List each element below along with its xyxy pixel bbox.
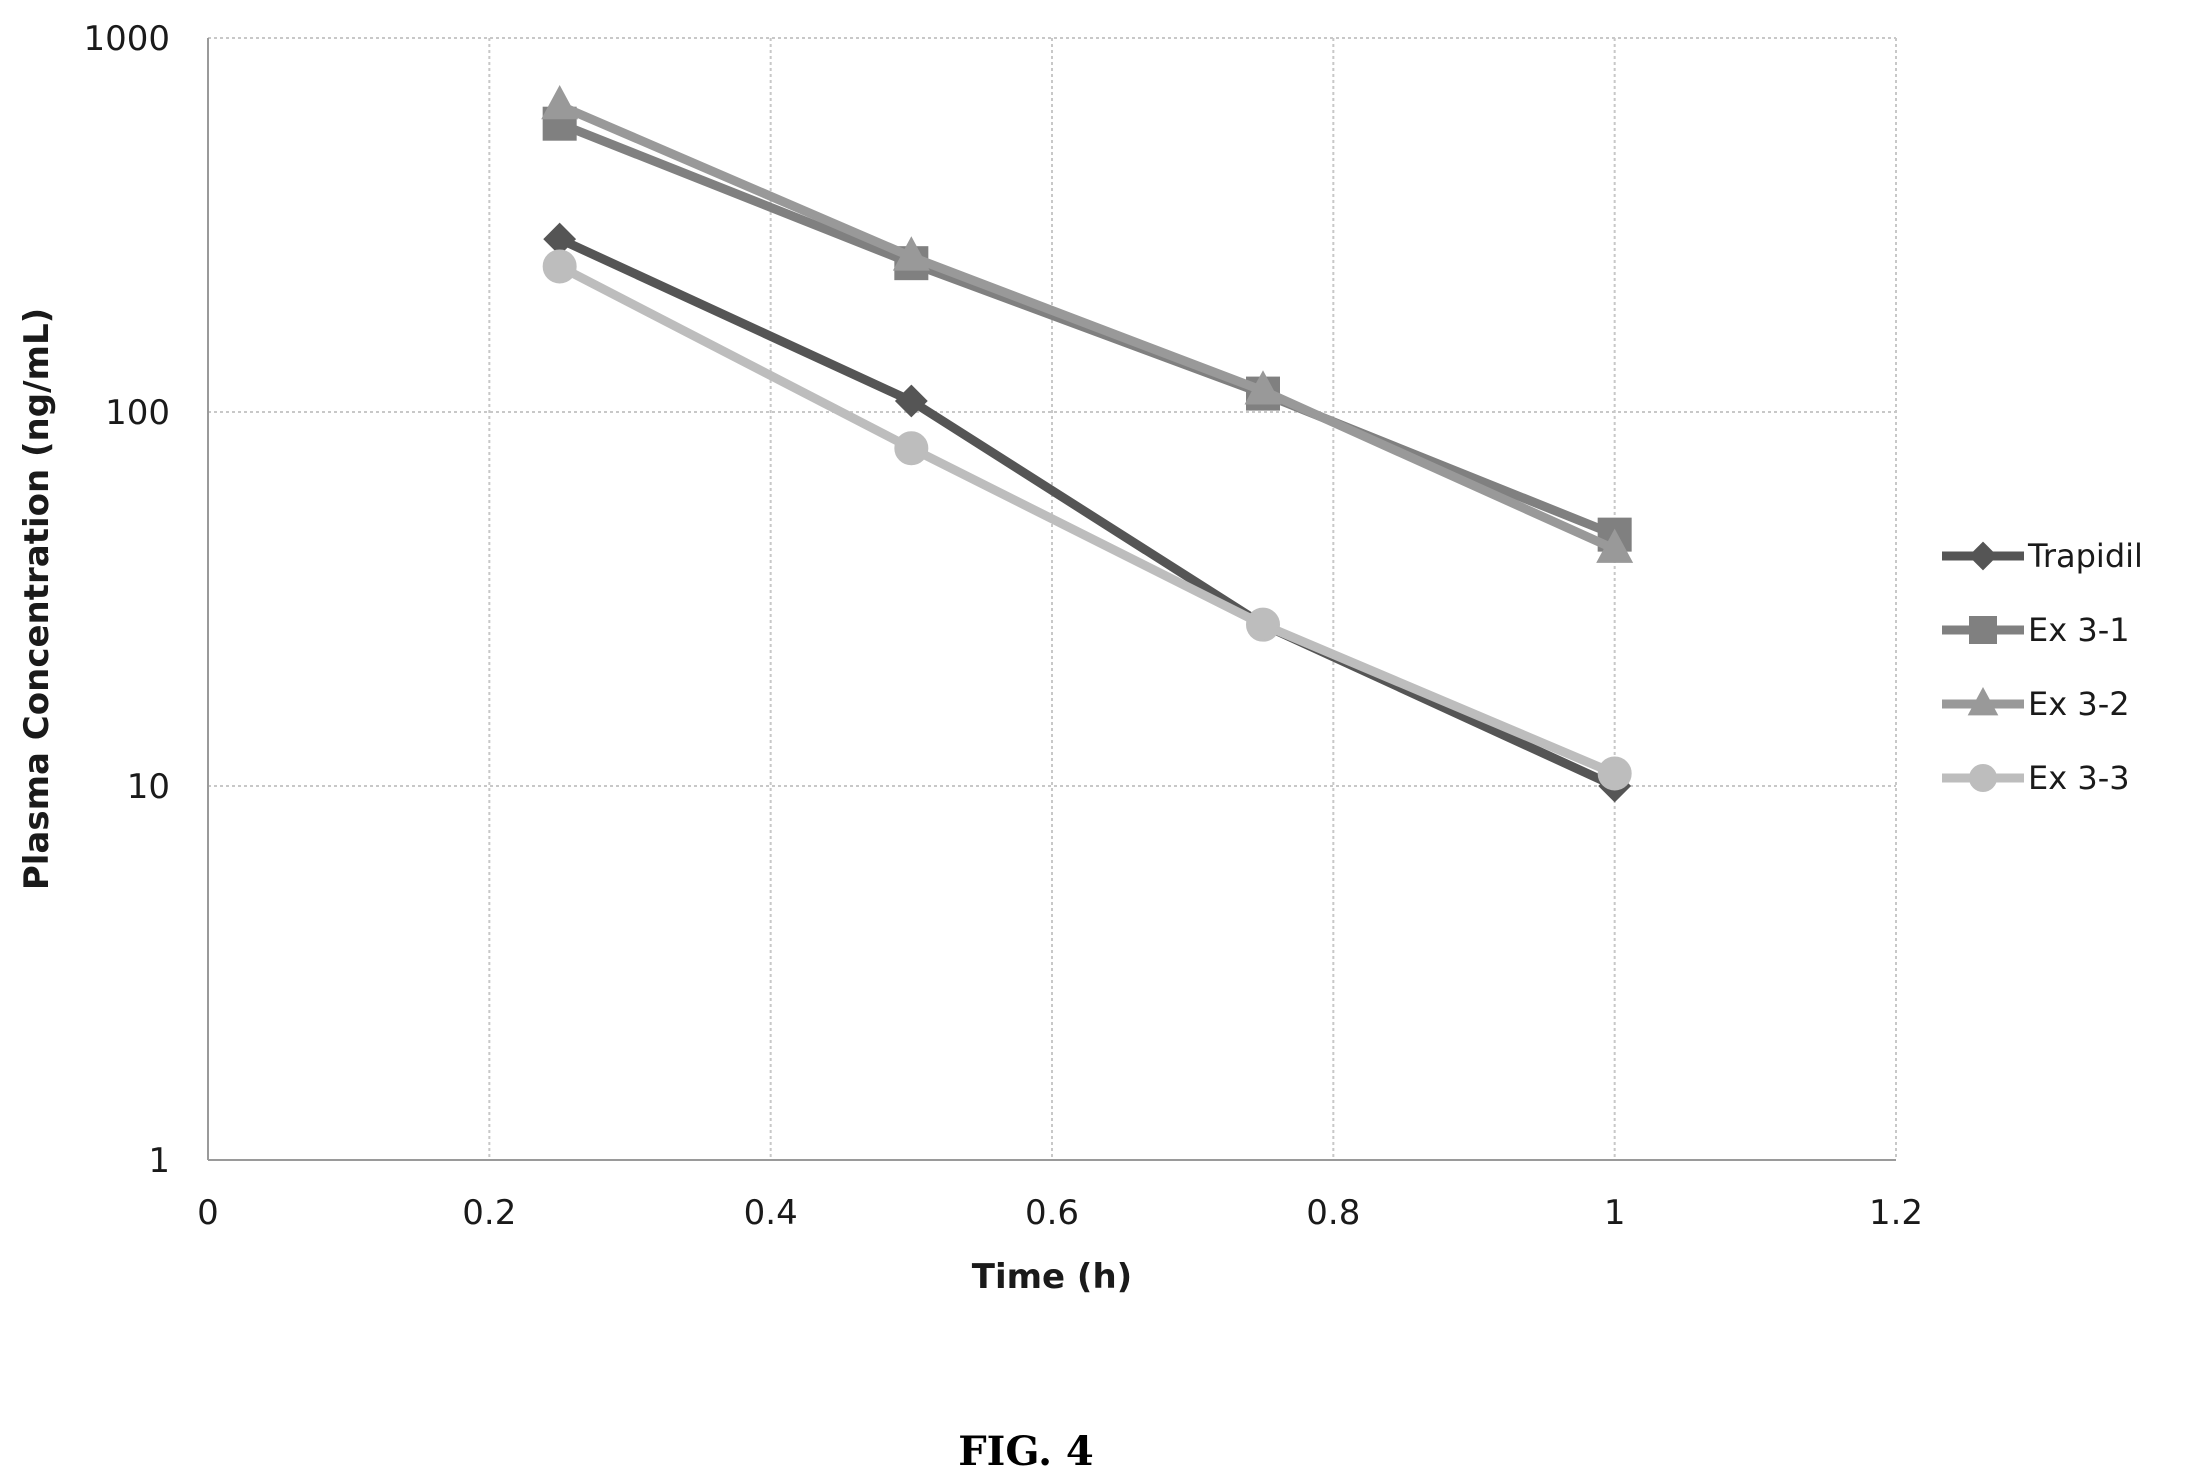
legend-label: Ex 3-1 xyxy=(2028,611,2130,649)
x-tick-label: 0.2 xyxy=(462,1193,516,1233)
x-tick-label: 0.8 xyxy=(1306,1193,1360,1233)
y-tick-label: 10 xyxy=(127,767,170,807)
y-tick-label: 100 xyxy=(105,393,170,433)
data-point-ex-3-3 xyxy=(542,249,577,284)
y-axis-title: Plasma Concentration (ng/mL) xyxy=(17,308,57,890)
data-point-ex-3-3 xyxy=(894,431,929,466)
legend: Trapidil Ex 3-1 Ex 3-2 Ex 3-3 xyxy=(1942,537,2143,797)
data-point-ex-3-3 xyxy=(1597,756,1632,791)
legend-label: Ex 3-2 xyxy=(2028,685,2130,723)
y-tick-label: 1 xyxy=(148,1141,170,1181)
series-line-trapidil xyxy=(555,234,1620,791)
series-line-ex-3-3 xyxy=(555,261,1620,778)
data-point-ex-3-2 xyxy=(541,84,579,120)
legend-label: Ex 3-3 xyxy=(2028,759,2130,797)
data-point-ex-3-2 xyxy=(1244,370,1282,405)
data-point-ex-3-3 xyxy=(1246,607,1280,642)
y-tick-label: 1000 xyxy=(83,19,170,59)
legend-marker xyxy=(1967,686,1999,716)
x-axis-title: Time (h) xyxy=(972,1257,1132,1297)
legend-marker xyxy=(1969,764,1997,792)
series-line-ex-3-2 xyxy=(555,100,1620,554)
x-tick-label: 0.4 xyxy=(744,1193,798,1233)
data-point-ex-3-2 xyxy=(892,236,930,271)
legend-marker xyxy=(1968,541,1998,571)
gridlines xyxy=(208,37,1897,1160)
legend-label: Trapidil xyxy=(2027,537,2143,575)
x-tick-label: 0 xyxy=(197,1193,219,1233)
legend-marker xyxy=(1969,616,1997,644)
x-tick-label: 0.6 xyxy=(1025,1193,1079,1233)
data-point-trapidil xyxy=(894,384,928,418)
data-point-ex-3-2 xyxy=(1596,528,1634,563)
series-lines xyxy=(541,84,1634,803)
axes: 0 0.2 0.4 0.6 0.8 1 1.2 1 10 100 1000 xyxy=(83,19,1923,1233)
figure-caption: FIG. 4 xyxy=(958,1428,1094,1475)
x-tick-label: 1.2 xyxy=(1869,1193,1923,1233)
x-tick-label: 1 xyxy=(1604,1193,1626,1233)
